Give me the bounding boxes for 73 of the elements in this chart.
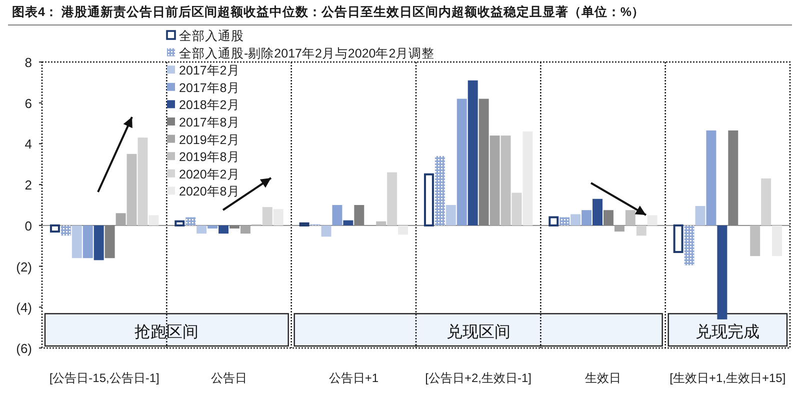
bar [636, 225, 646, 236]
bar [299, 222, 310, 226]
bar [273, 209, 284, 226]
bar [50, 224, 60, 233]
y-tick-label: 2 [24, 178, 32, 193]
bar [321, 225, 332, 237]
bar [500, 136, 511, 226]
bar [148, 215, 159, 226]
bar [343, 220, 354, 226]
bar [512, 192, 522, 226]
legend-label: 全部入通股-剔除2017年2月与2020年2月调整 [179, 46, 435, 60]
bar [625, 210, 636, 226]
bar [750, 225, 760, 256]
bar [398, 225, 408, 235]
x-tick-label: 公告日+1 [328, 371, 379, 385]
bar [94, 225, 104, 260]
bar [592, 198, 602, 226]
bar [138, 138, 148, 226]
legend-label: 2020年8月 [179, 184, 240, 199]
bar [468, 80, 478, 226]
x-tick-label: 生效日 [585, 371, 621, 385]
bar [717, 225, 728, 320]
bar [240, 225, 250, 234]
annotation: 兑现完成 [696, 322, 760, 341]
bar [332, 205, 342, 226]
bar [208, 225, 218, 228]
x-tick-label: 公告日 [211, 371, 247, 385]
legend-label: 全部入通股 [179, 29, 244, 43]
bar [647, 215, 658, 226]
y-tick-label: (4) [16, 300, 32, 316]
bar [490, 136, 500, 226]
title: 图表4： 港股通新责公告日前后区间超额收益中位数：公告日至生效日区间内超额收益稳定且显著（单位：%） [12, 5, 645, 19]
bar [387, 172, 398, 226]
bar [424, 173, 434, 226]
legend-label: 2017年2月 [179, 64, 240, 78]
bar [196, 225, 207, 234]
bar [262, 207, 272, 226]
bar [522, 131, 533, 226]
bar [72, 225, 82, 258]
y-tick-label: 0 [24, 218, 32, 234]
bar [614, 225, 624, 232]
bar [456, 98, 467, 226]
bar [174, 220, 185, 226]
y-tick-label: (2) [16, 259, 32, 274]
bar [218, 225, 228, 234]
bar [695, 206, 706, 226]
bar [446, 205, 456, 226]
bar [673, 224, 684, 253]
annotation: 抢跑区间 [134, 322, 199, 341]
bar [376, 221, 386, 226]
bar [582, 210, 592, 226]
x-tick-label: [公告日+2,生效日-1] [425, 371, 532, 385]
x-tick-label: [公告日-15,公告日-1] [49, 371, 160, 385]
x-tick-label: [生效日+1,生效日+15] [670, 371, 786, 385]
bar [570, 214, 581, 226]
legend-label: 2017年8月 [179, 80, 240, 95]
legend-label: 2019年8月 [179, 150, 240, 164]
bar [706, 130, 716, 226]
legend-label: 2018年2月 [179, 98, 240, 112]
annotation: 兑现区间 [446, 322, 510, 341]
y-tick-label: 6 [24, 96, 32, 111]
bar [126, 154, 137, 226]
bar [116, 213, 126, 226]
bar [772, 225, 782, 256]
bar [761, 178, 772, 226]
y-tick-label: 4 [24, 136, 32, 152]
legend-label: 2017年8月 [179, 116, 240, 130]
bar [82, 225, 93, 258]
y-tick-label: (6) [16, 341, 32, 356]
legend-label: 2019年2月 [179, 132, 240, 147]
bar [548, 216, 559, 226]
legend-label: 2020年2月 [179, 167, 240, 182]
y-tick-label: 8 [24, 55, 32, 70]
